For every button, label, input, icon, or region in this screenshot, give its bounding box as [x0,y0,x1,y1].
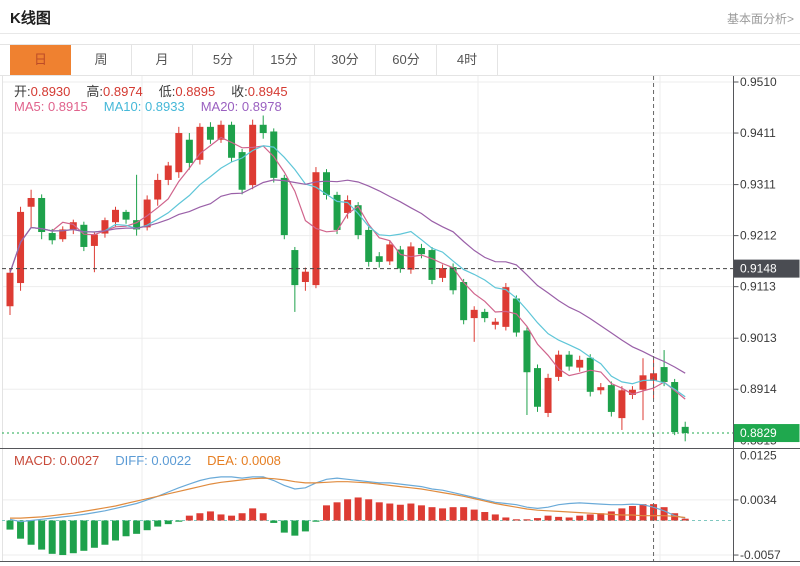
high-label: 高: [86,84,104,99]
svg-text:0.9013: 0.9013 [740,331,777,345]
svg-text:0.9212: 0.9212 [740,229,777,243]
diff-value: 0.0022 [151,453,192,468]
ma20-value: 0.8978 [241,99,282,114]
macd-layer [6,476,689,556]
grid-layer [2,76,734,562]
tab-月[interactable]: 月 [132,45,193,75]
page-title: K线图 [10,10,51,27]
candles-layer [6,115,689,442]
page-header: K线图 基本面分析> [0,0,800,34]
macd-label: MACD: [14,453,56,468]
tab-60分[interactable]: 60分 [376,45,437,75]
ma5-label: MA5: [14,99,45,114]
svg-text:0.0034: 0.0034 [740,493,777,507]
ma10-value: 0.8933 [144,99,185,114]
ma10-label: MA10: [103,99,142,114]
svg-text:0.8829: 0.8829 [740,426,777,440]
open-label: 开: [14,84,31,99]
ma5-value: 0.8915 [47,99,88,114]
macd-value: 0.0027 [59,453,100,468]
svg-text:0.9148: 0.9148 [740,262,777,276]
tab-15分[interactable]: 15分 [254,45,315,75]
tab-日[interactable]: 日 [10,45,71,75]
svg-text:0.9411: 0.9411 [740,126,776,140]
svg-text:0.9311: 0.9311 [740,178,776,192]
tab-5分[interactable]: 5分 [193,45,254,75]
close-value: 0.8945 [247,84,288,99]
latest-price-tag: 0.8829 [734,424,800,443]
ma-lines-layer [9,136,686,400]
dea-label: DEA: [207,453,238,468]
close-label: 收: [231,84,248,99]
tab-4时[interactable]: 4时 [437,45,498,75]
ma-legend: MA5: 0.8915 MA10: 0.8933 MA20: 0.8978 [14,99,282,114]
dea-value: 0.0008 [241,453,281,468]
ma20-label: MA20: [200,99,239,114]
fundamental-analysis-link[interactable]: 基本面分析> [726,12,794,26]
svg-text:0.9510: 0.9510 [740,75,777,89]
crosshair-price-tag: 0.9148 [734,259,800,278]
macd-legend: MACD: 0.0027 DIFF: 0.0022 DEA: 0.0008 [14,453,281,468]
low-label: 低: [158,84,176,99]
low-value: 0.8895 [175,84,216,99]
tab-30分[interactable]: 30分 [315,45,376,75]
crosshair-layer [2,76,734,562]
open-value: 0.8930 [30,84,71,99]
svg-text:0.0125: 0.0125 [740,449,777,463]
tab-周[interactable]: 周 [71,45,132,75]
svg-text:0.9113: 0.9113 [740,280,776,294]
diff-label: DIFF: [115,453,148,468]
ohlc-legend: 开:0.8930 高:0.8974 低:0.8895 收:0.8945 [14,81,288,100]
price-axis-layer: 0.9510 0.9411 0.9311 0.9212 0.9113 0.9013 0.89… [0,75,800,562]
svg-text:-0.0057: -0.0057 [740,548,781,562]
svg-text:0.8914: 0.8914 [740,382,777,396]
high-value: 0.8974 [103,84,143,99]
interval-tab-bar: 日周月 5分 15分 30分 60分 4时 [0,44,800,76]
